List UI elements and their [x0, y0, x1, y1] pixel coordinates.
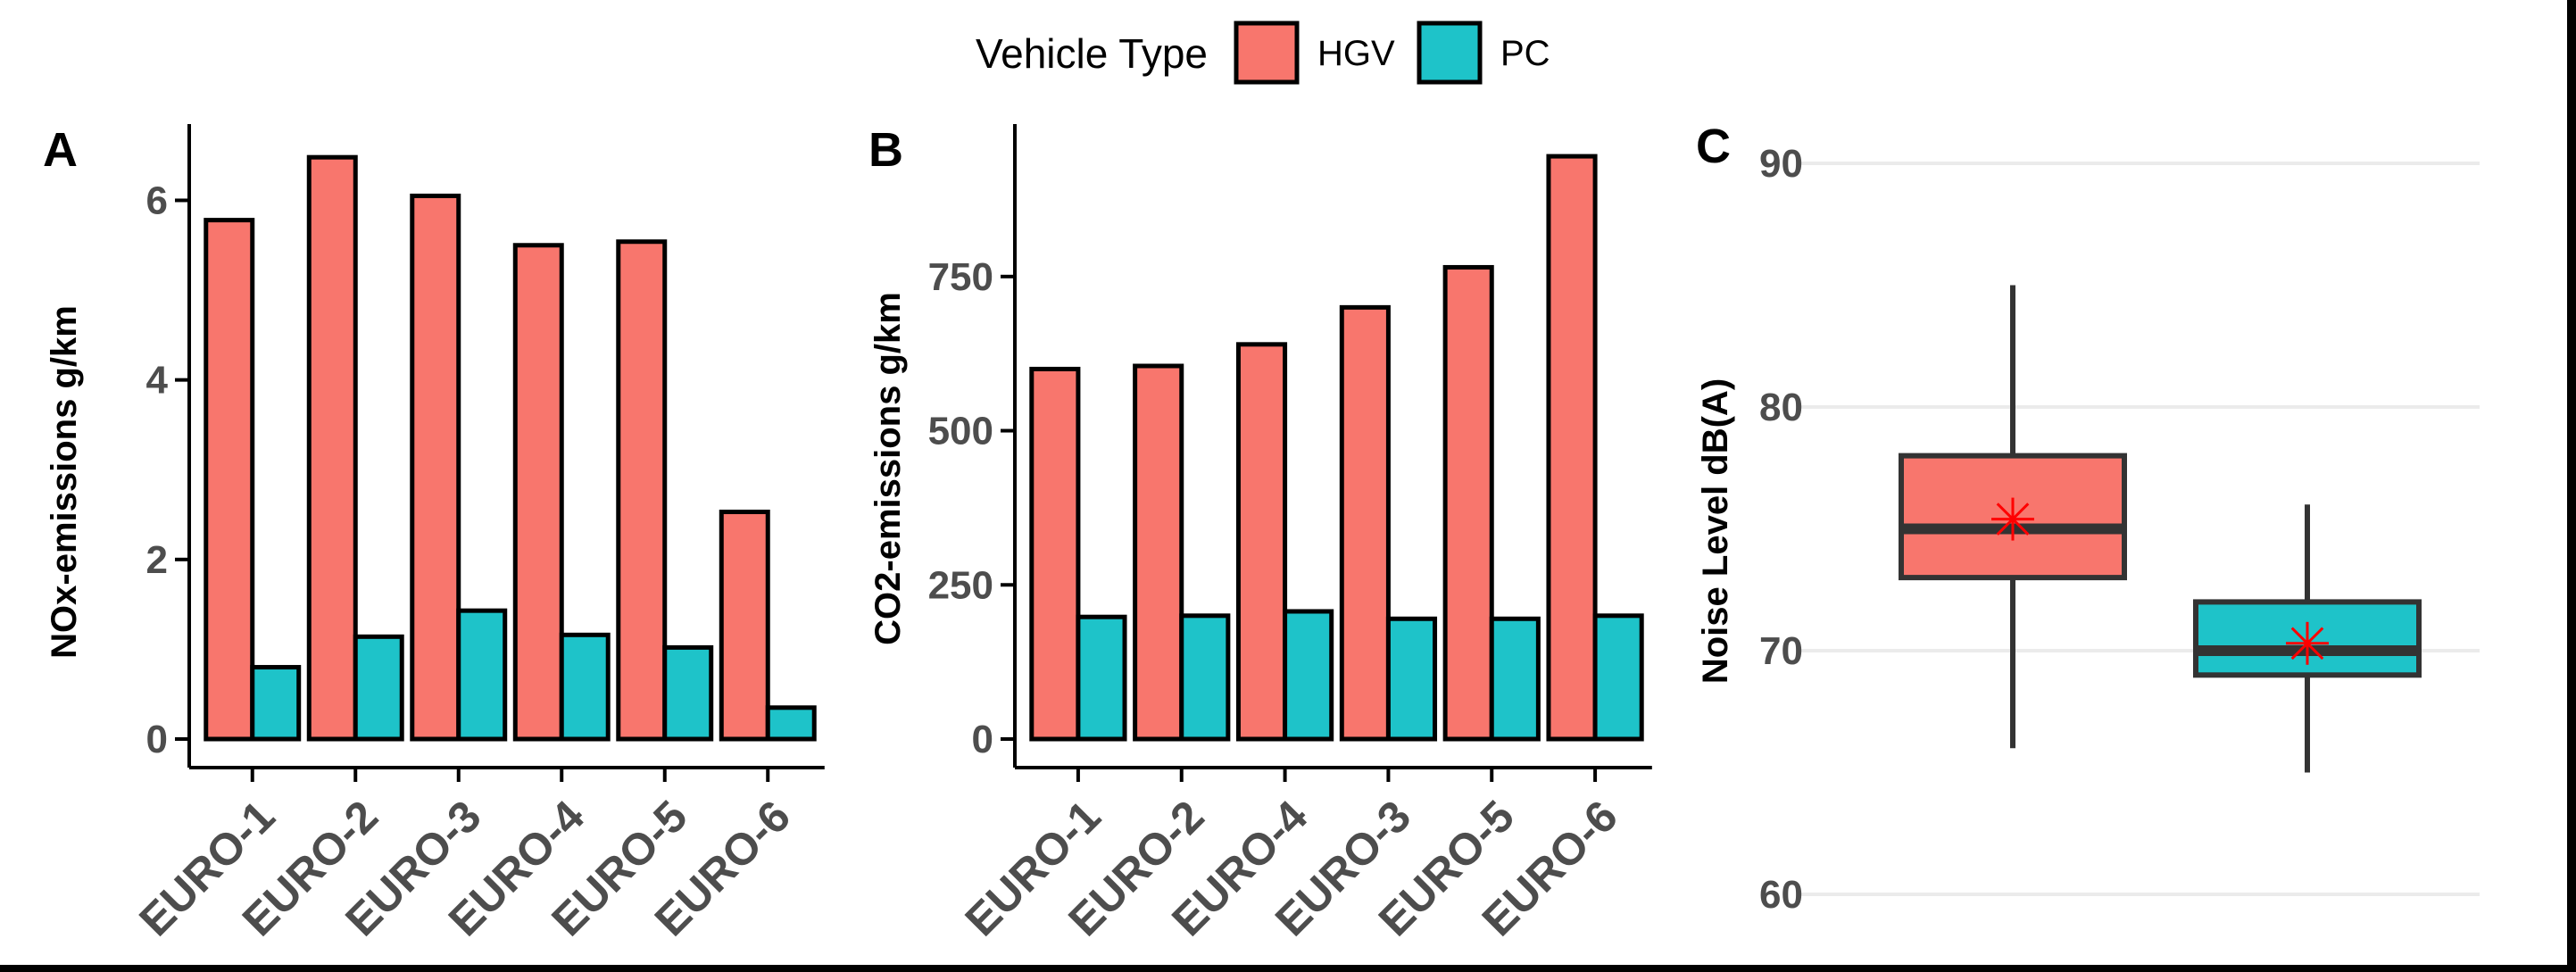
y-axis-title-a: NOx-emissions g/km	[45, 305, 84, 659]
legend-label-pc: PC	[1500, 34, 1550, 73]
b-bar-hgv-euro-5	[1442, 264, 1494, 742]
panel-letter-a: A	[43, 123, 78, 177]
b-y-tick-label: 750	[928, 255, 993, 299]
b-bar-hgv-euro-1	[1029, 366, 1081, 742]
b-bar-hgv-euro-2	[1133, 363, 1184, 742]
legend-label-hgv: HGV	[1317, 34, 1395, 73]
a-bar-hgv-euro-5	[616, 239, 668, 742]
legend-key-hgv	[1234, 21, 1300, 85]
b-bar-pc-euro-6	[1592, 613, 1644, 742]
c-mean-marker-pc	[2286, 621, 2329, 665]
bars-b	[1029, 154, 1644, 742]
y-ticks-c: 60 70 80 90	[1759, 142, 1803, 917]
c-y-tick-label: 60	[1759, 873, 1803, 917]
b-bar-pc-euro-1	[1076, 614, 1127, 742]
b-bar-pc-euro-4	[1283, 609, 1334, 742]
a-y-tick-label: 6	[146, 179, 168, 222]
bars-a	[204, 154, 817, 742]
b-y-tick-label: 500	[928, 410, 993, 453]
b-y-tick-label: 0	[972, 718, 993, 761]
b-bar-pc-euro-5	[1489, 616, 1541, 742]
a-y-tick-label: 0	[146, 718, 168, 761]
y-axis-title-b: CO2-emissions g/km	[868, 292, 908, 645]
a-bar-hgv-euro-4	[512, 243, 564, 742]
a-bar-pc-euro-5	[662, 644, 714, 742]
y-ticks-a: 0 2 4 6	[146, 179, 189, 761]
a-bar-pc-euro-6	[765, 705, 817, 742]
a-y-tick-label: 2	[146, 538, 168, 582]
panel-b-co2-chart: B CO2-emissions g/km 0 250 500 750 EURO-1EU…	[868, 123, 1652, 945]
a-bar-hgv-euro-3	[410, 193, 461, 742]
a-y-tick-label: 4	[146, 359, 169, 403]
a-bar-pc-euro-3	[456, 608, 508, 742]
boxes-c	[1899, 285, 2422, 773]
b-bar-pc-euro-2	[1179, 613, 1231, 742]
c-mean-marker-hgv	[1991, 497, 2034, 541]
y-ticks-b: 0 250 500 750	[928, 255, 1015, 761]
a-bar-pc-euro-4	[559, 632, 611, 742]
b-bar-hgv-euro-3	[1339, 304, 1391, 742]
panel-c-noise-boxplot: C Noise Level dB(A) 60 70 80 90	[1696, 120, 2480, 917]
a-bar-pc-euro-2	[353, 634, 404, 742]
c-y-tick-label: 90	[1759, 142, 1803, 186]
a-bar-hgv-euro-6	[719, 510, 770, 742]
panel-letter-b: B	[868, 123, 903, 177]
a-bar-hgv-euro-1	[204, 218, 255, 742]
b-y-tick-label: 250	[928, 563, 993, 607]
legend: Vehicle Type HGV PC	[976, 21, 1550, 85]
a-bar-pc-euro-1	[250, 665, 302, 742]
legend-key-pc	[1417, 21, 1483, 85]
b-bar-pc-euro-3	[1385, 616, 1438, 742]
c-y-tick-label: 70	[1759, 629, 1803, 673]
legend-title: Vehicle Type	[976, 30, 1208, 77]
panel-letter-c: C	[1696, 120, 1731, 173]
b-bar-hgv-euro-6	[1546, 154, 1598, 742]
y-axis-title-c: Noise Level dB(A)	[1696, 378, 1735, 684]
c-y-tick-label: 80	[1759, 386, 1803, 429]
a-bar-hgv-euro-2	[306, 154, 358, 742]
b-bar-hgv-euro-4	[1235, 342, 1288, 742]
panel-a-nox-chart: A NOx-emissions g/km 0 2 4 6 EURO-1EURO-2EU…	[43, 123, 825, 945]
